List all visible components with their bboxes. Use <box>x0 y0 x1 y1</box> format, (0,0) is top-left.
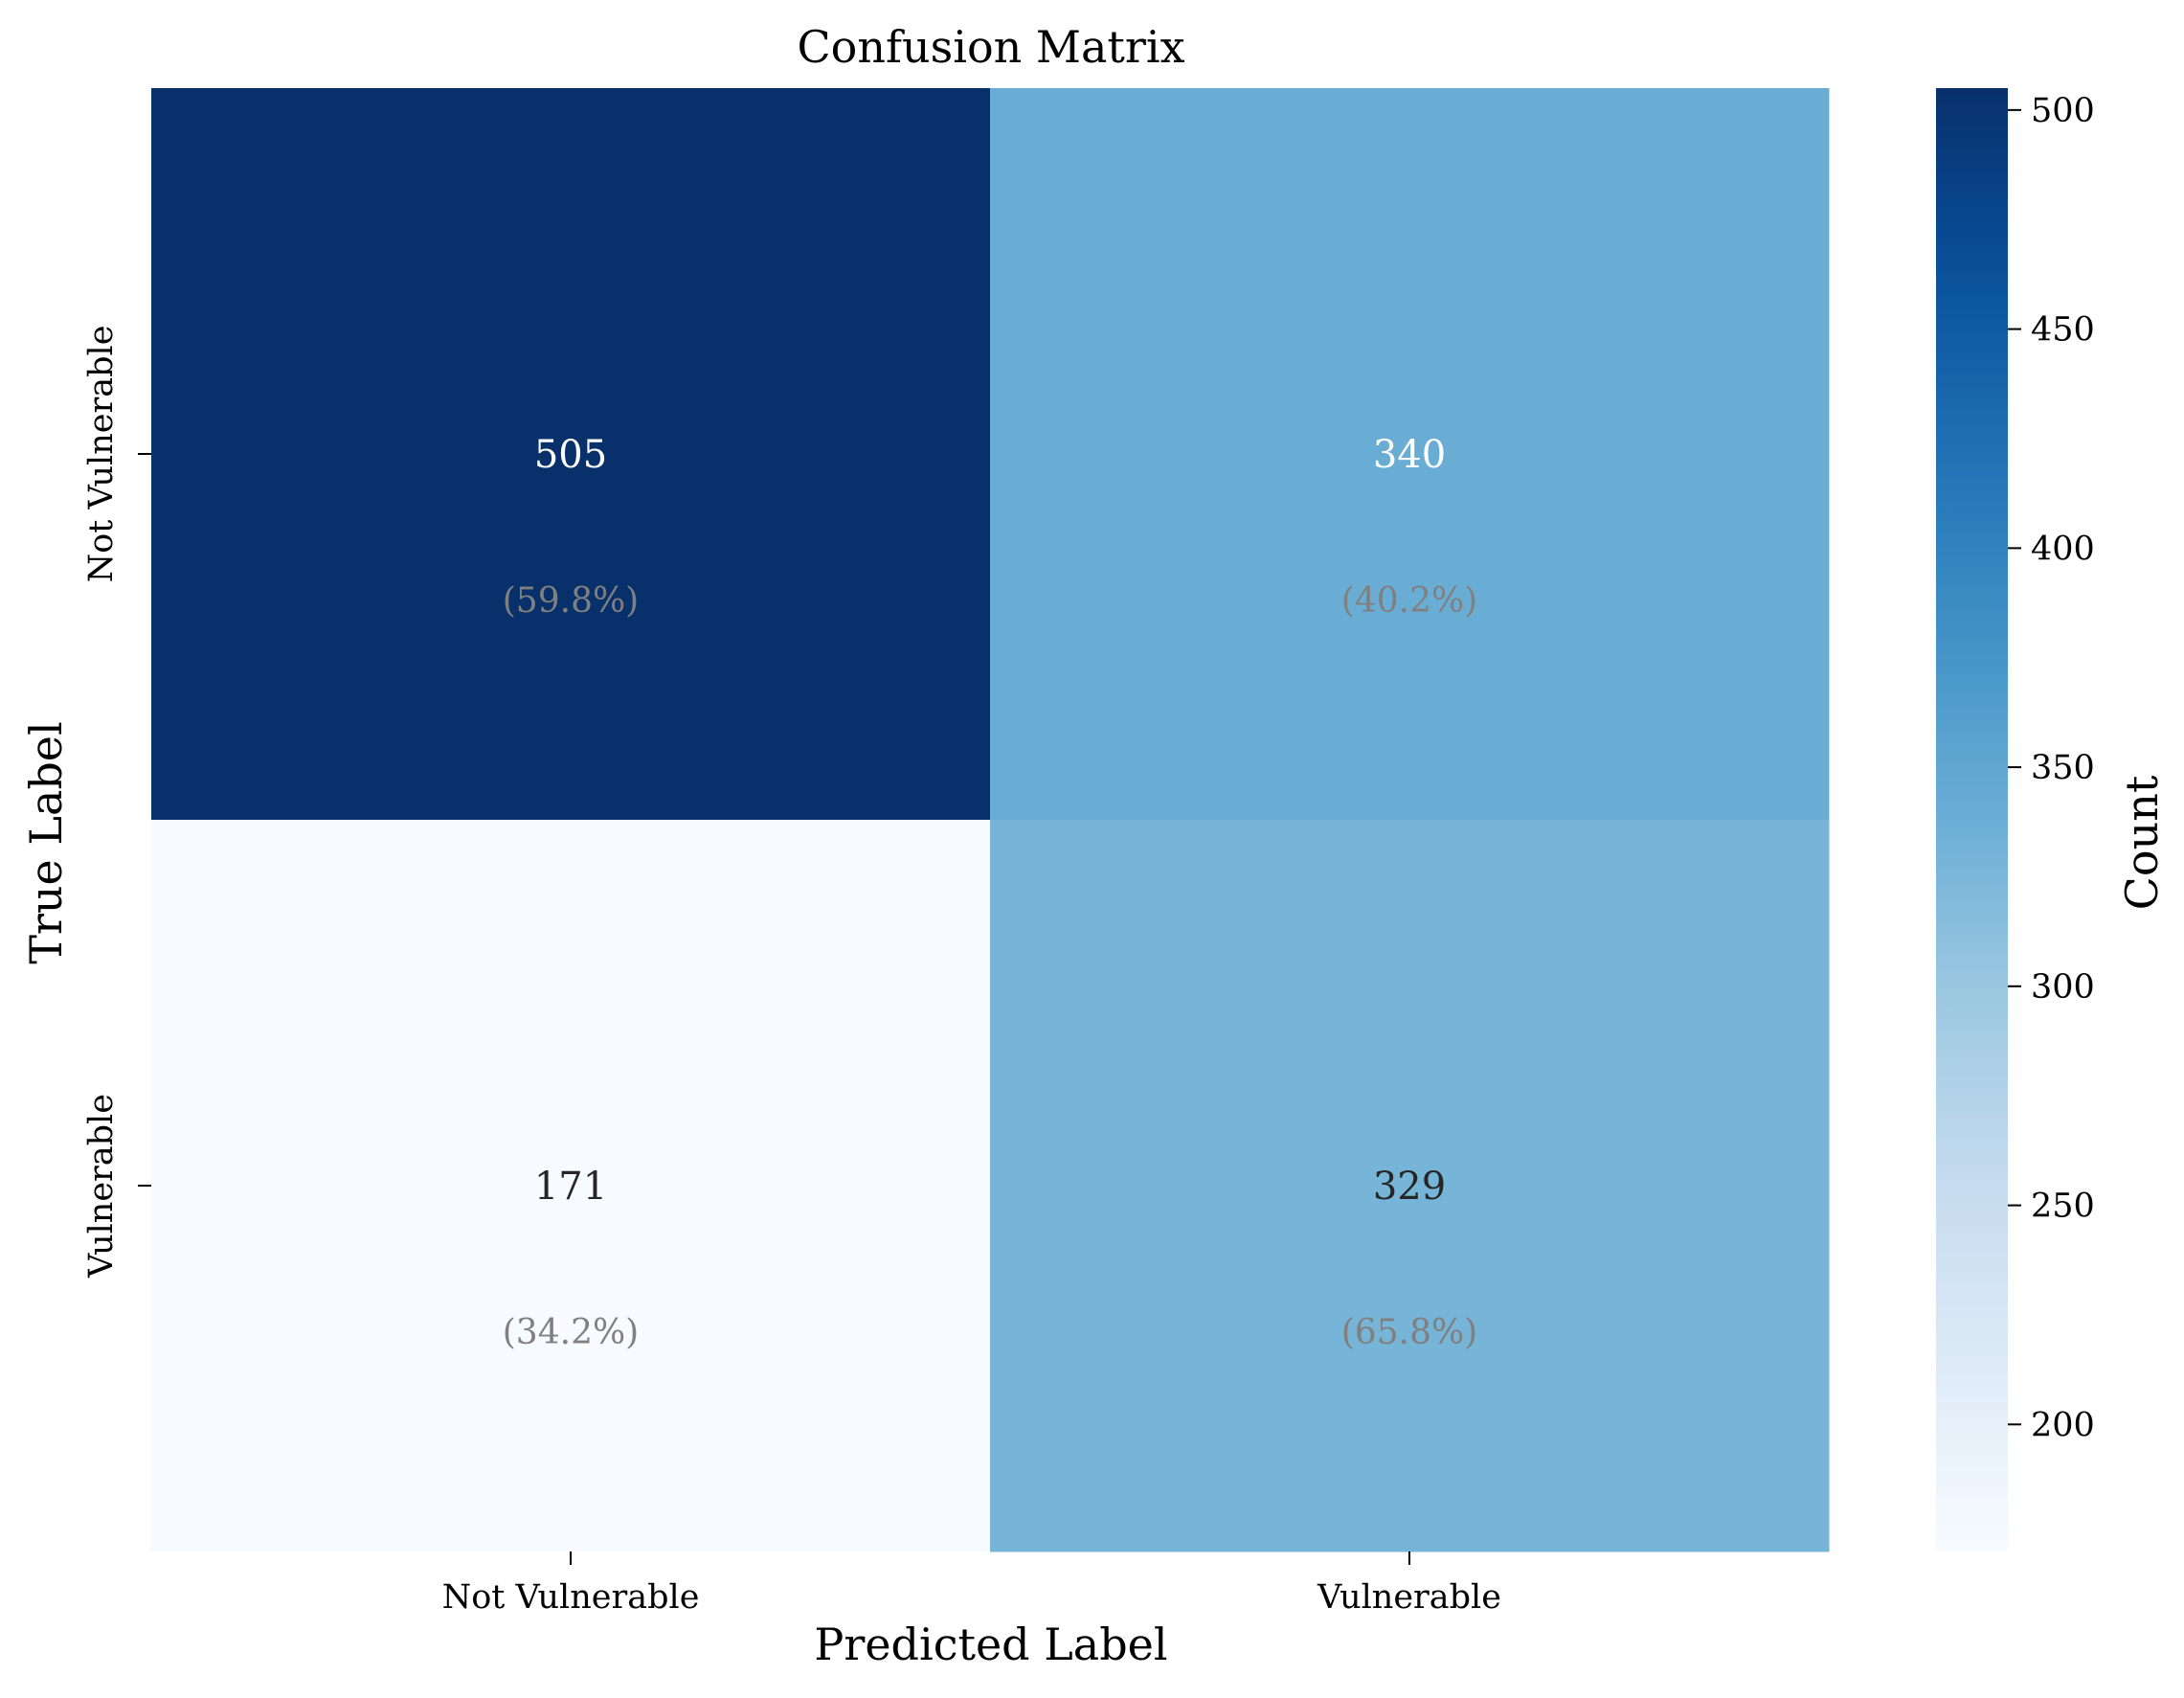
y-axis-label: True Label <box>20 721 72 964</box>
cell-percent-label: (65.8%) <box>1341 1313 1477 1352</box>
x-axis-label: Predicted Label <box>814 1619 1167 1670</box>
y-axis: Not Vulnerable Vulnerable <box>82 326 151 1279</box>
chart-title: Confusion Matrix <box>797 21 1184 73</box>
heatmap-cell <box>151 88 991 821</box>
heatmap-cells: 505 (59.8%) 340 (40.2%) 171 (34.2%) 329 (65.8%) <box>151 88 1830 1552</box>
x-tick-label: Vulnerable <box>1317 1578 1501 1617</box>
cell-percent-label: (59.8%) <box>503 581 639 621</box>
colorbar-tick-label: 200 <box>2031 1406 2095 1444</box>
y-tick-label: Vulnerable <box>82 1094 121 1279</box>
heatmap-cell <box>990 88 1830 821</box>
colorbar-tick-label: 500 <box>2031 92 2095 130</box>
cell-percent-label: (34.2%) <box>503 1313 639 1352</box>
x-tick-label: Not Vulnerable <box>442 1578 700 1617</box>
colorbar-tick-label: 400 <box>2031 530 2095 568</box>
cell-count-label: 329 <box>1373 1165 1446 1209</box>
colorbar-tick-label: 450 <box>2031 311 2095 350</box>
colorbar: 200 250 300 350 400 450 500 <box>1936 88 2095 1551</box>
cell-count-label: 171 <box>534 1165 607 1209</box>
colorbar-tick-label: 250 <box>2031 1188 2095 1226</box>
colorbar-tick-label: 300 <box>2031 968 2095 1007</box>
cell-count-label: 505 <box>534 433 607 477</box>
colorbar-label: Count <box>2116 775 2168 910</box>
cell-percent-label: (40.2%) <box>1341 581 1477 621</box>
cell-count-label: 340 <box>1373 433 1446 477</box>
y-tick-label: Not Vulnerable <box>82 326 121 583</box>
colorbar-gradient <box>1936 88 2008 1551</box>
heatmap-cell <box>151 820 991 1552</box>
heatmap-cell <box>990 820 1830 1552</box>
x-axis: Not Vulnerable Vulnerable <box>442 1551 1501 1617</box>
colorbar-tick-label: 350 <box>2031 749 2095 787</box>
